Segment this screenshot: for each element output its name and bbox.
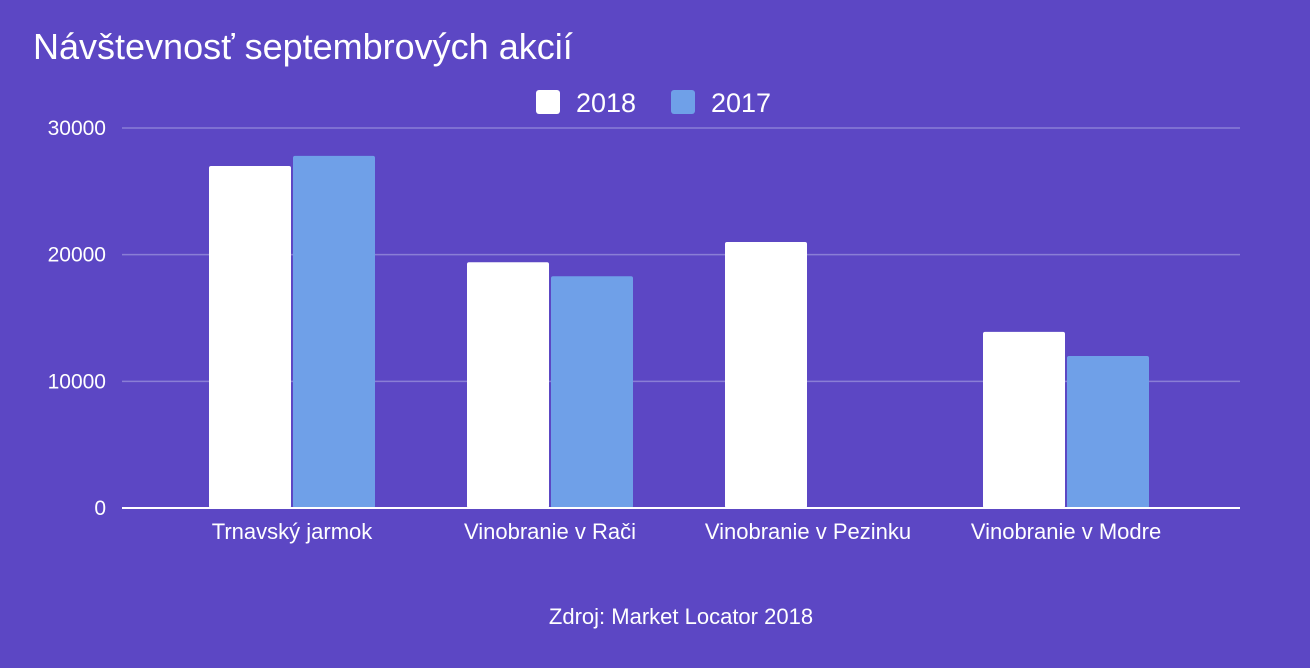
bar-2017-3 bbox=[1067, 356, 1149, 508]
y-tick-label: 30000 bbox=[48, 117, 106, 140]
x-tick-label: Trnavský jarmok bbox=[212, 519, 374, 544]
legend-swatch bbox=[536, 90, 560, 114]
y-axis-ticks: 0 10000 20000 30000 bbox=[48, 117, 106, 520]
bars bbox=[209, 155, 1149, 508]
chart-title: Návštevnosť septembrových akcií bbox=[33, 26, 573, 67]
y-tick-label: 20000 bbox=[48, 244, 106, 267]
bar-2018-3 bbox=[983, 331, 1065, 508]
x-tick-label: Vinobranie v Pezinku bbox=[705, 519, 911, 544]
y-tick-label: 10000 bbox=[48, 370, 106, 393]
bar-2018-0 bbox=[209, 166, 291, 508]
legend-label: 2017 bbox=[711, 88, 771, 118]
legend: 2018 2017 bbox=[536, 88, 771, 118]
legend-swatch bbox=[671, 90, 695, 114]
source-note: Zdroj: Market Locator 2018 bbox=[549, 604, 813, 629]
x-tick-label: Vinobranie v Modre bbox=[971, 519, 1161, 544]
x-axis-labels: Trnavský jarmok Vinobranie v Rači Vinobran… bbox=[212, 519, 1161, 544]
bar-2018-1 bbox=[467, 262, 549, 508]
bar-2017-1 bbox=[551, 276, 633, 508]
bar-2018-2 bbox=[725, 242, 807, 508]
x-tick-label: Vinobranie v Rači bbox=[464, 519, 636, 544]
bar-2017-0 bbox=[293, 155, 375, 508]
y-tick-label: 0 bbox=[94, 497, 106, 520]
legend-label: 2018 bbox=[576, 88, 636, 118]
